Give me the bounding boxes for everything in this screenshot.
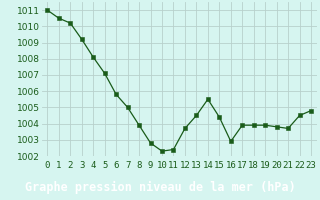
Text: 1: 1: [56, 161, 61, 170]
Text: 23: 23: [306, 161, 316, 170]
Text: 16: 16: [225, 161, 236, 170]
Text: 17: 17: [237, 161, 248, 170]
Text: 21: 21: [283, 161, 293, 170]
Text: Graphe pression niveau de la mer (hPa): Graphe pression niveau de la mer (hPa): [25, 180, 295, 194]
Text: 10: 10: [156, 161, 167, 170]
Text: 13: 13: [191, 161, 202, 170]
Text: 15: 15: [214, 161, 225, 170]
Text: 19: 19: [260, 161, 271, 170]
Text: 5: 5: [102, 161, 107, 170]
Text: 0: 0: [45, 161, 50, 170]
Text: 8: 8: [136, 161, 142, 170]
Text: 11: 11: [168, 161, 179, 170]
Text: 2: 2: [68, 161, 73, 170]
Text: 3: 3: [79, 161, 84, 170]
Text: 9: 9: [148, 161, 153, 170]
Text: 14: 14: [203, 161, 213, 170]
Text: 6: 6: [114, 161, 119, 170]
Text: 7: 7: [125, 161, 130, 170]
Text: 22: 22: [294, 161, 305, 170]
Text: 20: 20: [271, 161, 282, 170]
Text: 18: 18: [248, 161, 259, 170]
Text: 4: 4: [91, 161, 96, 170]
Text: 12: 12: [180, 161, 190, 170]
